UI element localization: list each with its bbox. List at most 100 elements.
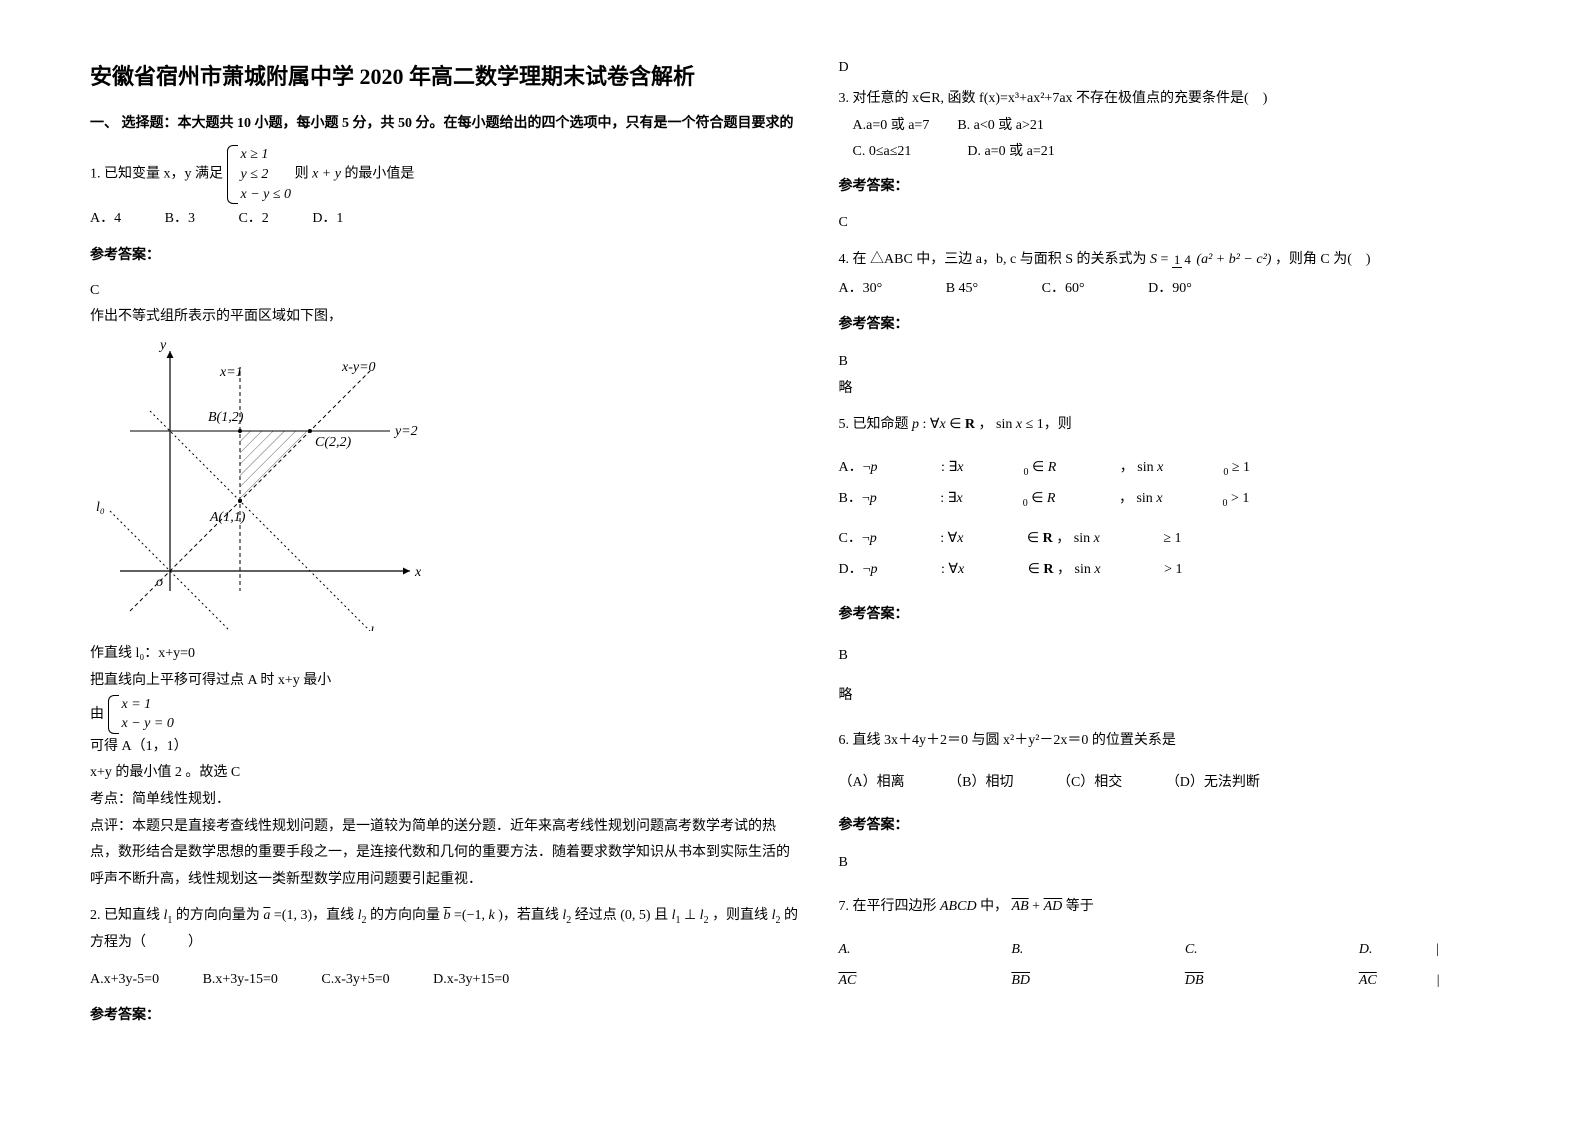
q1-prefix: 1. 已知变量 x，y 满足: [90, 167, 223, 182]
svg-text:A(1,1): A(1,1): [209, 510, 246, 525]
svg-text:y=2: y=2: [393, 424, 418, 439]
q1-expl: 作出不等式组所表示的平面区域如下图，: [90, 304, 799, 331]
opt-d: D．1: [312, 204, 343, 235]
opt-d: D.x-3y+15=0: [433, 965, 509, 996]
svg-text:x: x: [414, 565, 422, 580]
opt-c: C. DB: [1185, 935, 1299, 997]
opt-b: B．¬p : ∃x0 ∈ R ， sin x0 > 1: [839, 484, 1250, 515]
q1-expl: 把直线向上平移可得过点 A 时 x+y 最小: [90, 668, 799, 695]
opt-d: D. |AC|: [1359, 935, 1477, 997]
opt-a: （A）相离: [839, 768, 905, 799]
opt-a: A．30°: [839, 274, 883, 305]
q3-stem: 3. 对任意的 x∈R, 函数 f(x)=x³+ax²+7ax 不存在极值点的充…: [839, 86, 1548, 113]
q1-expr: x + y: [312, 167, 341, 182]
frac-den: 4: [1182, 252, 1193, 267]
question-1: 1. 已知变量 x，y 满足 x ≥ 1 y ≤ 2 x − y ≤ 0 则 x…: [90, 145, 799, 893]
svg-text:y: y: [158, 338, 167, 353]
opt-c: C．2: [238, 204, 268, 235]
q1-options: A．4 B．3 C．2 D．1: [90, 204, 799, 235]
q1-sys-row: x − y ≤ 0: [241, 185, 292, 205]
opt-c: C．¬p : ∀x ∈ R ， sin x ≥ 1: [839, 524, 1182, 555]
svg-text:B(1,2): B(1,2): [208, 410, 244, 425]
answer-label: 参考答案：: [839, 813, 1548, 840]
q4-suffix: ，则角 C 为( ): [1275, 252, 1371, 267]
opt-d: D．90°: [1148, 274, 1192, 305]
q5-answer: B: [839, 643, 1548, 670]
q4-rest: (a² + b² − c²): [1196, 252, 1271, 267]
q2-answer: D: [839, 60, 1548, 76]
q1-expl: 可得 A（1，1）: [90, 734, 799, 761]
q4-expl: 略: [839, 376, 1548, 403]
opt-a: A.x+3y-5=0: [90, 965, 159, 996]
opt-a: A．¬p : ∃x0 ∈ R ， sin x0 ≥ 1: [839, 453, 1251, 484]
question-7: 7. 在平行四边形 ABCD 中， AB + AD 等于 A. AC B. BD…: [839, 894, 1548, 996]
q4-stem: 4. 在 △ABC 中，三边 a，b, c 与面积 S 的关系式为 S = 14…: [839, 247, 1548, 274]
question-3: 3. 对任意的 x∈R, 函数 f(x)=x³+ax²+7ax 不存在极值点的充…: [839, 86, 1548, 237]
svg-text:C(2,2): C(2,2): [315, 435, 352, 450]
answer-label: 参考答案：: [90, 1003, 799, 1030]
q3-opts-row: C. 0≤a≤21 D. a=0 或 a=21: [839, 139, 1548, 166]
q4-prefix: 4. 在 △ABC 中，三边 a，b, c 与面积 S 的关系式为: [839, 252, 1147, 267]
svg-text:o: o: [156, 575, 163, 590]
question-2: 2. 已知直线 l1 的方向向量为 a =(1, 3)，直线 l2 的方向向量 …: [90, 903, 799, 1030]
right-column: D 3. 对任意的 x∈R, 函数 f(x)=x³+ax²+7ax 不存在极值点…: [839, 60, 1548, 1040]
svg-text:x-y=0: x-y=0: [341, 360, 376, 375]
q1-sys2-row: x = 1: [122, 695, 174, 715]
opt-d: （D）无法判断: [1166, 768, 1260, 799]
q1-sys2: x = 1 x − y = 0: [108, 695, 174, 734]
opt-c: C．60°: [1042, 274, 1085, 305]
frac-num: 1: [1172, 252, 1183, 268]
q1-sys-row: x ≥ 1: [241, 145, 292, 165]
q3-answer: C: [839, 210, 1548, 237]
q1-system: x ≥ 1 y ≤ 2 x − y ≤ 0: [227, 145, 292, 204]
question-5: 5. 已知命题 p : ∀x ∈ R ， sin x ≤ 1，则 A．¬p : …: [839, 412, 1548, 710]
opt-a: A．4: [90, 204, 121, 235]
q1-answer: C: [90, 278, 799, 305]
svg-text:l₀: l₀: [96, 500, 105, 515]
q6-answer: B: [839, 850, 1548, 877]
q2-options: A.x+3y-5=0 B.x+3y-15=0 C.x-3y+5=0 D.x-3y…: [90, 965, 799, 996]
q1-sys-row: y ≤ 2: [241, 165, 292, 185]
q2-stem: 2. 已知直线 l1 的方向向量为 a =(1, 3)，直线 l2 的方向向量 …: [90, 903, 799, 956]
opt-a: A. AC: [839, 935, 952, 997]
opt-c: C.x-3y+5=0: [321, 965, 389, 996]
opt-d: D．¬p : ∀x ∈ R ， sin x > 1: [839, 555, 1183, 586]
q5-opts-row2: C．¬p : ∀x ∈ R ， sin x ≥ 1 D．¬p : ∀x ∈ R …: [839, 524, 1548, 586]
q1-expl-sys2: 由 x = 1 x − y = 0: [90, 695, 799, 734]
section1-header: 一、 选择题：本大题共 10 小题，每小题 5 分，共 50 分。在每小题给出的…: [90, 113, 799, 135]
answer-label: 参考答案：: [839, 174, 1548, 201]
answer-label: 参考答案：: [839, 312, 1548, 339]
q1-expl: 由: [90, 706, 104, 721]
q4-options: A．30° B 45° C．60° D．90°: [839, 274, 1548, 305]
opt-b: B. BD: [1011, 935, 1124, 997]
opt-c: （C）相交: [1057, 768, 1122, 799]
q1-expl: 作直线 l₀：x+y=0: [90, 641, 799, 668]
q5-opts-row1: A．¬p : ∃x0 ∈ R ， sin x0 ≥ 1 B．¬p : ∃x0 ∈…: [839, 453, 1548, 515]
q1-sys2-row: x − y = 0: [122, 714, 174, 734]
q5-expl: 略: [839, 683, 1548, 710]
opt-b: B.x+3y-15=0: [203, 965, 278, 996]
q1-text: 则: [295, 167, 309, 182]
doc-title: 安徽省宿州市萧城附属中学 2020 年高二数学理期末试卷含解析: [90, 60, 799, 93]
opt-b: （B）相切: [948, 768, 1013, 799]
q6-options: （A）相离 （B）相切 （C）相交 （D）无法判断: [839, 768, 1548, 799]
q4-answer: B: [839, 349, 1548, 376]
q6-stem: 6. 直线 3x＋4y＋2＝0 与圆 x²＋y²－2x＝0 的位置关系是: [839, 728, 1548, 755]
q3-opts-row: A.a=0 或 a=7 B. a<0 或 a>21: [839, 113, 1548, 140]
q7-options: A. AC B. BD C. DB D. |AC|: [839, 935, 1548, 997]
q1-expl: x+y 的最小值 2 。故选 C: [90, 760, 799, 787]
q5-stem: 5. 已知命题 p : ∀x ∈ R ， sin x ≤ 1，则: [839, 412, 1548, 439]
q1-graph: y x o x=1 y=2 x-y=0 l₀ l₁ A(: [90, 331, 430, 631]
q7-stem: 7. 在平行四边形 ABCD 中， AB + AD 等于: [839, 894, 1548, 921]
opt-b: B 45°: [946, 274, 978, 305]
question-4: 4. 在 △ABC 中，三边 a，b, c 与面积 S 的关系式为 S = 14…: [839, 247, 1548, 402]
question-6: 6. 直线 3x＋4y＋2＝0 与圆 x²＋y²－2x＝0 的位置关系是 （A）…: [839, 728, 1548, 877]
q1-text: 的最小值是: [344, 167, 414, 182]
q1-expl: 考点：简单线性规划．: [90, 787, 799, 814]
q1-expl: 点评：本题只是直接考查线性规划问题，是一道较为简单的送分题．近年来高考线性规划问…: [90, 814, 799, 894]
answer-label: 参考答案：: [839, 602, 1548, 629]
svg-text:x=1: x=1: [219, 365, 243, 380]
answer-label: 参考答案：: [90, 243, 799, 270]
svg-text:l₁: l₁: [370, 625, 379, 631]
left-column: 安徽省宿州市萧城附属中学 2020 年高二数学理期末试卷含解析 一、 选择题：本…: [90, 60, 799, 1040]
